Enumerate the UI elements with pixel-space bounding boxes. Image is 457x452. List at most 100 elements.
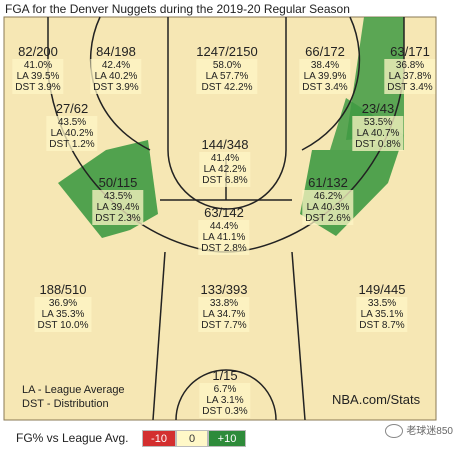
zone-dst: DST 6.8% <box>202 175 248 186</box>
zone-dst: DST 1.2% <box>49 139 95 150</box>
zone-label-center-long: 133/393 33.8% LA 34.7% DST 7.7% <box>198 282 250 332</box>
zone-label-left-wing-3: 84/198 42.4% LA 40.2% DST 3.9% <box>90 44 142 94</box>
zone-count: 82/200 <box>18 44 58 59</box>
zone-stats: 46.2% LA 40.3% DST 2.6% <box>302 190 354 225</box>
zone-fg: 42.4% <box>101 60 131 71</box>
zone-label-left-corner-3: 82/200 41.0% LA 39.5% DST 3.9% <box>12 44 64 94</box>
zone-dst: DST 0.3% <box>202 406 248 417</box>
zone-stats: 41.0% LA 39.5% DST 3.9% <box>12 59 64 94</box>
zone-stats: 6.7% LA 3.1% DST 0.3% <box>199 383 251 418</box>
zone-stats: 41.4% LA 42.2% DST 6.8% <box>199 152 251 187</box>
legend-positive: +10 <box>208 430 246 447</box>
zone-dst: DST 2.8% <box>201 243 247 254</box>
zone-label-top-key-3: 1247/2150 58.0% LA 57.7% DST 42.2% <box>196 44 258 94</box>
zone-dst: DST 10.0% <box>37 320 89 331</box>
zone-fg: 33.5% <box>367 298 397 309</box>
zone-fg: 46.2% <box>313 191 343 202</box>
zone-count: 149/445 <box>358 282 406 297</box>
chart-title: FGA for the Denver Nuggets during the 20… <box>5 2 350 16</box>
legend: FG% vs League Avg. -10 0 +10 <box>0 424 457 452</box>
zone-stats: 58.0% LA 57.7% DST 42.2% <box>196 59 258 94</box>
zone-la: LA 40.7% <box>356 128 400 139</box>
zone-la: LA 39.9% <box>303 71 347 82</box>
zone-fg: 41.4% <box>210 153 240 164</box>
zone-count: 50/115 <box>98 175 138 190</box>
zone-la: LA 57.7% <box>205 71 249 82</box>
zone-dst: DST 3.9% <box>15 82 61 93</box>
zone-fg: 36.8% <box>395 60 425 71</box>
note-distribution: DST - Distribution <box>22 398 109 410</box>
wechat-icon <box>385 424 404 439</box>
zone-count: 1/15 <box>212 368 238 383</box>
watermark: 老球迷850 <box>385 422 453 439</box>
zone-label-left-long: 188/510 36.9% LA 35.3% DST 10.0% <box>34 282 92 332</box>
zone-fg: 33.8% <box>209 298 239 309</box>
zone-label-left-baseline-mid: 27/62 43.5% LA 40.2% DST 1.2% <box>46 101 98 151</box>
zone-dst: DST 7.7% <box>201 320 247 331</box>
zone-label-paint-top: 144/348 41.4% LA 42.2% DST 6.8% <box>199 137 251 187</box>
zone-stats: 36.9% LA 35.3% DST 10.0% <box>34 297 92 332</box>
zone-label-right-corner-3: 63/171 36.8% LA 37.8% DST 3.4% <box>384 44 436 94</box>
zone-stats: 33.8% LA 34.7% DST 7.7% <box>198 297 250 332</box>
zone-dst: DST 42.2% <box>201 82 253 93</box>
watermark-text: 老球迷850 <box>406 426 453 437</box>
zone-dst: DST 2.3% <box>95 213 141 224</box>
zone-la: LA 40.3% <box>306 202 350 213</box>
zone-label-backcourt: 1/15 6.7% LA 3.1% DST 0.3% <box>199 368 251 418</box>
zone-fg: 38.4% <box>310 60 340 71</box>
zone-stats: 38.4% LA 39.9% DST 3.4% <box>299 59 351 94</box>
zone-la: LA 37.8% <box>388 71 432 82</box>
zone-label-right-mid: 61/132 46.2% LA 40.3% DST 2.6% <box>302 175 354 225</box>
zone-stats: 44.4% LA 41.1% DST 2.8% <box>198 220 250 255</box>
zone-dst: DST 3.9% <box>93 82 139 93</box>
legend-label: FG% vs League Avg. <box>16 431 129 445</box>
zone-fg: 53.5% <box>363 117 393 128</box>
legend-zero: 0 <box>176 430 208 447</box>
zone-la: LA 3.1% <box>206 395 244 406</box>
zone-label-right-baseline-mid: 23/43 53.5% LA 40.7% DST 0.8% <box>352 101 404 151</box>
zone-count: 61/132 <box>308 175 348 190</box>
zone-label-left-mid: 50/115 43.5% LA 39.4% DST 2.3% <box>92 175 144 225</box>
zone-stats: 33.5% LA 35.1% DST 8.7% <box>356 297 408 332</box>
zone-dst: DST 8.7% <box>359 320 405 331</box>
zone-dst: DST 2.6% <box>305 213 351 224</box>
zone-la: LA 34.7% <box>202 309 246 320</box>
zone-count: 84/198 <box>96 44 136 59</box>
zone-count: 63/142 <box>204 205 244 220</box>
zone-fg: 43.5% <box>103 191 133 202</box>
zone-label-right-long: 149/445 33.5% LA 35.1% DST 8.7% <box>356 282 408 332</box>
zone-stats: 42.4% LA 40.2% DST 3.9% <box>90 59 142 94</box>
zone-la: LA 40.2% <box>50 128 94 139</box>
zone-dst: DST 0.8% <box>355 139 401 150</box>
legend-negative: -10 <box>142 430 176 447</box>
zone-fg: 44.4% <box>209 221 239 232</box>
zone-count: 23/43 <box>361 101 395 116</box>
zone-la: LA 39.5% <box>16 71 60 82</box>
zone-label-center-mid: 63/142 44.4% LA 41.1% DST 2.8% <box>198 205 250 255</box>
zone-stats: 36.8% LA 37.8% DST 3.4% <box>384 59 436 94</box>
zone-dst: DST 3.4% <box>302 82 348 93</box>
zone-fg: 6.7% <box>213 384 237 395</box>
zone-fg: 58.0% <box>212 60 242 71</box>
zone-stats: 53.5% LA 40.7% DST 0.8% <box>352 116 404 151</box>
zone-fg: 41.0% <box>23 60 53 71</box>
note-league-average: LA - League Average <box>22 384 125 396</box>
zone-la: LA 41.1% <box>202 232 246 243</box>
zone-count: 1247/2150 <box>196 44 258 59</box>
zone-count: 66/172 <box>305 44 345 59</box>
zone-count: 133/393 <box>200 282 248 297</box>
zone-la: LA 35.1% <box>360 309 404 320</box>
zone-count: 27/62 <box>55 101 89 116</box>
zone-count: 188/510 <box>39 282 87 297</box>
zone-la: LA 39.4% <box>96 202 140 213</box>
zone-label-right-wing-3: 66/172 38.4% LA 39.9% DST 3.4% <box>299 44 351 94</box>
zone-stats: 43.5% LA 39.4% DST 2.3% <box>92 190 144 225</box>
zone-fg: 36.9% <box>48 298 78 309</box>
zone-la: LA 35.3% <box>41 309 85 320</box>
zone-dst: DST 3.4% <box>387 82 433 93</box>
zone-la: LA 40.2% <box>94 71 138 82</box>
zone-la: LA 42.2% <box>203 164 247 175</box>
source-label: NBA.com/Stats <box>332 392 421 407</box>
zone-count: 144/348 <box>201 137 249 152</box>
zone-stats: 43.5% LA 40.2% DST 1.2% <box>46 116 98 151</box>
